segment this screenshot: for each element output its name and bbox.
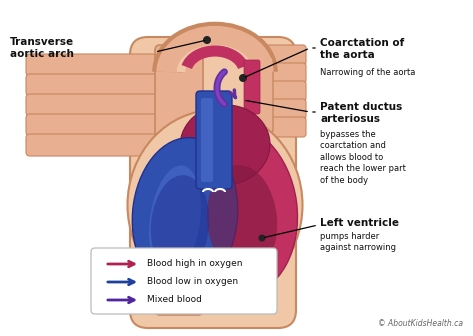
Text: © AboutKidsHealth.ca: © AboutKidsHealth.ca (378, 319, 463, 328)
Circle shape (259, 235, 265, 242)
Text: Narrowing of the aorta: Narrowing of the aorta (320, 68, 415, 77)
Circle shape (239, 74, 247, 82)
Ellipse shape (180, 105, 270, 185)
FancyBboxPatch shape (245, 63, 306, 83)
FancyBboxPatch shape (196, 91, 232, 189)
FancyBboxPatch shape (130, 37, 296, 328)
Ellipse shape (128, 110, 303, 300)
FancyBboxPatch shape (245, 117, 306, 137)
FancyBboxPatch shape (201, 98, 213, 182)
Text: Transverse
aortic arch: Transverse aortic arch (10, 37, 74, 59)
Text: Left ventricle: Left ventricle (320, 218, 399, 228)
Circle shape (203, 36, 211, 44)
Text: Mixed blood: Mixed blood (147, 295, 202, 304)
Text: Blood high in oxygen: Blood high in oxygen (147, 259, 243, 268)
FancyBboxPatch shape (26, 54, 162, 76)
FancyBboxPatch shape (245, 57, 273, 133)
FancyBboxPatch shape (245, 99, 306, 119)
Text: Blood low in oxygen: Blood low in oxygen (147, 278, 238, 287)
Ellipse shape (149, 165, 201, 275)
FancyBboxPatch shape (26, 134, 162, 156)
FancyBboxPatch shape (26, 114, 162, 136)
Ellipse shape (166, 123, 298, 297)
Ellipse shape (132, 138, 238, 292)
FancyBboxPatch shape (245, 45, 306, 65)
FancyBboxPatch shape (26, 74, 162, 96)
Text: pumps harder
against narrowing: pumps harder against narrowing (320, 232, 396, 252)
Text: bypasses the
coarctation and
allows blood to
reach the lower part
of the body: bypasses the coarctation and allows bloo… (320, 130, 406, 185)
Text: Coarctation of
the aorta: Coarctation of the aorta (320, 38, 404, 59)
FancyBboxPatch shape (244, 60, 260, 114)
FancyBboxPatch shape (26, 94, 162, 116)
FancyBboxPatch shape (245, 81, 306, 101)
FancyBboxPatch shape (91, 248, 277, 314)
Text: Patent ductus
arteriosus: Patent ductus arteriosus (320, 102, 402, 124)
Ellipse shape (207, 165, 277, 275)
FancyBboxPatch shape (155, 45, 203, 315)
Ellipse shape (151, 175, 209, 275)
